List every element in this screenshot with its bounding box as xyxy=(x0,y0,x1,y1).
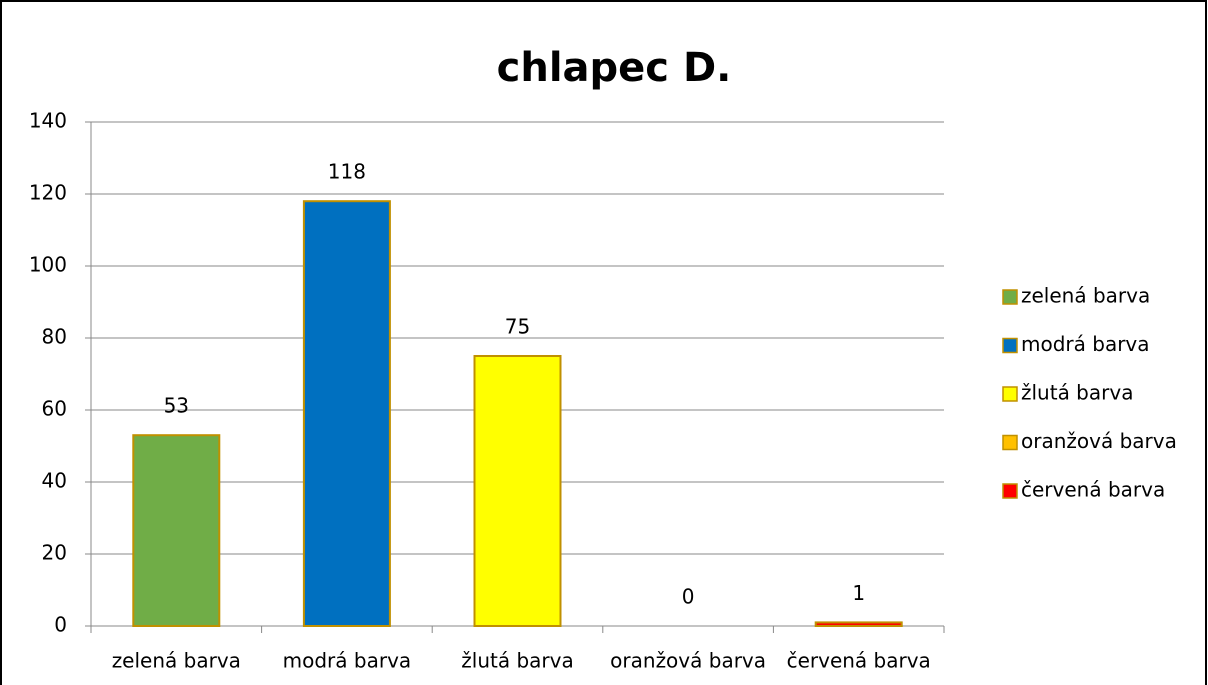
y-tick-label: 20 xyxy=(42,541,67,565)
data-label: 75 xyxy=(505,315,530,339)
y-tick-label: 120 xyxy=(29,181,67,205)
legend-label: zelená barva xyxy=(1021,284,1150,308)
x-tick-label: žlutá barva xyxy=(461,649,573,673)
x-tick-label: oranžová barva xyxy=(610,649,766,673)
y-tick-label: 60 xyxy=(42,397,67,421)
legend-swatch xyxy=(1002,289,1018,305)
y-tick-label: 100 xyxy=(29,253,67,277)
bar xyxy=(473,355,562,627)
y-tick-label: 40 xyxy=(42,469,67,493)
legend-label: modrá barva xyxy=(1021,332,1150,356)
data-label: 118 xyxy=(328,160,366,184)
legend-label: oranžová barva xyxy=(1021,429,1177,453)
bar xyxy=(132,434,221,628)
data-label: 53 xyxy=(164,394,189,418)
data-label: 1 xyxy=(852,581,865,605)
legend-label: červená barva xyxy=(1021,478,1165,502)
bar xyxy=(814,621,903,628)
data-label: 0 xyxy=(682,585,695,609)
chart-title: chlapec D. xyxy=(497,45,732,91)
x-tick-label: červená barva xyxy=(787,649,931,673)
y-tick-label: 140 xyxy=(29,109,67,133)
legend-label: žlutá barva xyxy=(1021,381,1133,405)
x-tick-label: modrá barva xyxy=(283,649,412,673)
legend-swatch xyxy=(1002,386,1018,402)
legend-swatch xyxy=(1002,434,1018,451)
legend-swatch xyxy=(1002,483,1018,499)
x-tick-label: zelená barva xyxy=(112,649,241,673)
y-tick-label: 0 xyxy=(54,613,67,637)
y-tick-label: 80 xyxy=(42,325,67,349)
bar xyxy=(302,200,391,627)
legend-swatch xyxy=(1002,337,1018,354)
